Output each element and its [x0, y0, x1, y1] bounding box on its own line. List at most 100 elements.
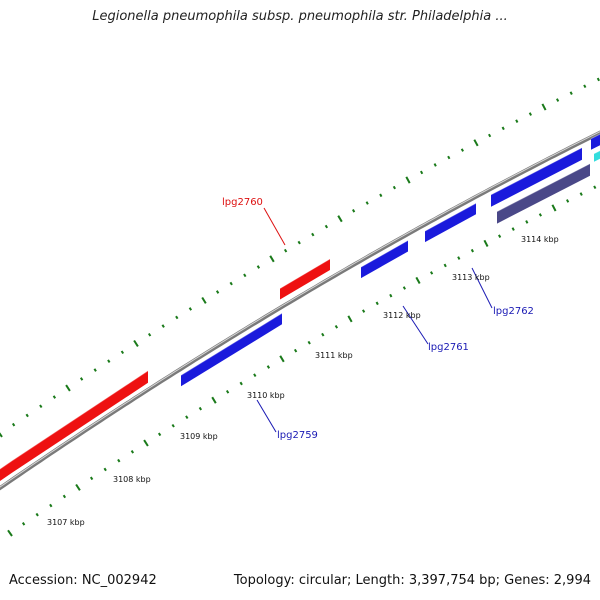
minor-tick	[379, 193, 383, 198]
minor-tick	[447, 155, 451, 160]
minor-tick	[583, 84, 587, 89]
minor-tick	[49, 503, 53, 508]
minor-tick	[103, 467, 107, 472]
minor-tick	[243, 273, 247, 278]
major-tick	[211, 396, 217, 404]
position-label-3108: 3108 kbp	[113, 475, 151, 484]
minor-tick	[579, 192, 583, 196]
minor-tick	[35, 512, 39, 517]
gene-lpg2762	[425, 203, 476, 243]
minor-tick	[334, 324, 339, 329]
gene-label-lpg2761[interactable]: lpg2761	[428, 342, 469, 353]
minor-tick	[171, 423, 175, 428]
minor-tick	[52, 395, 57, 399]
minor-tick	[79, 377, 84, 381]
minor-tick	[433, 163, 437, 167]
minor-tick	[130, 450, 135, 454]
gene-cyan-edge	[594, 150, 600, 162]
position-label-3110: 3110 kbp	[247, 391, 285, 400]
outer-tick-track	[0, 77, 600, 438]
minor-tick	[188, 307, 193, 311]
minor-tick	[392, 185, 396, 190]
major-tick	[483, 239, 489, 247]
minor-tick	[569, 91, 573, 95]
major-tick	[405, 176, 411, 184]
minor-tick	[566, 199, 570, 203]
gene-forward-large	[12, 370, 148, 473]
genome-backbone	[0, 130, 600, 491]
major-tick	[415, 276, 421, 284]
position-label-3111: 3111 kbp	[315, 351, 353, 360]
minor-tick	[283, 248, 288, 253]
major-tick	[269, 255, 275, 263]
gene-lpg2760	[280, 259, 330, 300]
minor-tick	[488, 133, 492, 138]
minor-tick	[389, 293, 393, 298]
gene-reverse-edge	[591, 134, 600, 150]
minor-tick	[307, 340, 311, 345]
gene-label-lpg2760[interactable]: lpg2760	[222, 197, 263, 208]
major-tick	[143, 439, 149, 447]
minor-tick	[362, 309, 366, 313]
major-tick	[7, 529, 13, 537]
minor-tick	[297, 240, 301, 245]
minor-tick	[556, 98, 560, 102]
genome-title: Legionella pneumophila subsp. pneumophil…	[92, 9, 508, 24]
genome-summary-text: Topology: circular; Length: 3,397,754 bp…	[233, 573, 591, 588]
gene-label-lpg2759[interactable]: lpg2759	[277, 430, 318, 441]
minor-tick	[596, 77, 600, 82]
major-tick	[337, 215, 343, 223]
minor-tick	[198, 406, 203, 411]
minor-tick	[215, 290, 220, 294]
minor-tick	[11, 422, 16, 427]
minor-tick	[39, 404, 43, 409]
minor-tick	[593, 185, 597, 190]
minor-tick	[430, 271, 434, 275]
minor-tick	[161, 324, 165, 328]
minor-tick	[120, 350, 125, 355]
minor-tick	[225, 389, 230, 394]
major-tick	[0, 432, 3, 438]
minor-tick	[25, 413, 29, 418]
major-tick	[541, 103, 547, 111]
minor-tick	[324, 224, 329, 229]
minor-tick	[311, 232, 315, 237]
gene-label-lpg2762[interactable]: lpg2762	[493, 306, 534, 317]
major-tick	[133, 339, 139, 347]
major-tick	[201, 296, 207, 304]
minor-tick	[443, 263, 447, 268]
minor-tick	[239, 381, 243, 386]
minor-tick	[538, 213, 542, 217]
position-label-3109: 3109 kbp	[180, 432, 218, 441]
minor-tick	[107, 359, 111, 363]
minor-tick	[117, 458, 121, 463]
minor-tick	[321, 332, 325, 337]
accession-text: Accession: NC_002942	[9, 573, 157, 588]
gene-features[interactable]	[0, 129, 600, 488]
position-label-3113: 3113 kbp	[452, 273, 490, 282]
minor-tick	[256, 265, 261, 269]
minor-tick	[525, 220, 529, 224]
minor-tick	[229, 281, 233, 286]
leader-lpg2760	[263, 207, 286, 246]
minor-tick	[62, 494, 67, 499]
label-leader-lines	[256, 207, 493, 433]
minor-tick	[515, 119, 519, 123]
minor-tick	[157, 432, 162, 437]
gene-reverse-right	[491, 147, 582, 207]
minor-tick	[352, 209, 356, 213]
minor-tick	[375, 301, 379, 306]
minor-tick	[365, 201, 369, 205]
leader-lpg2761	[402, 305, 429, 345]
major-tick	[347, 315, 353, 323]
gene-forward-left-edge	[0, 460, 12, 482]
minor-tick	[402, 286, 406, 290]
minor-tick	[457, 256, 461, 260]
gene-lpg2759	[181, 313, 282, 387]
minor-tick	[293, 348, 298, 353]
major-tick	[279, 355, 285, 363]
inner-tick-track	[7, 185, 597, 537]
minor-tick	[21, 522, 26, 526]
minor-tick	[175, 315, 179, 320]
